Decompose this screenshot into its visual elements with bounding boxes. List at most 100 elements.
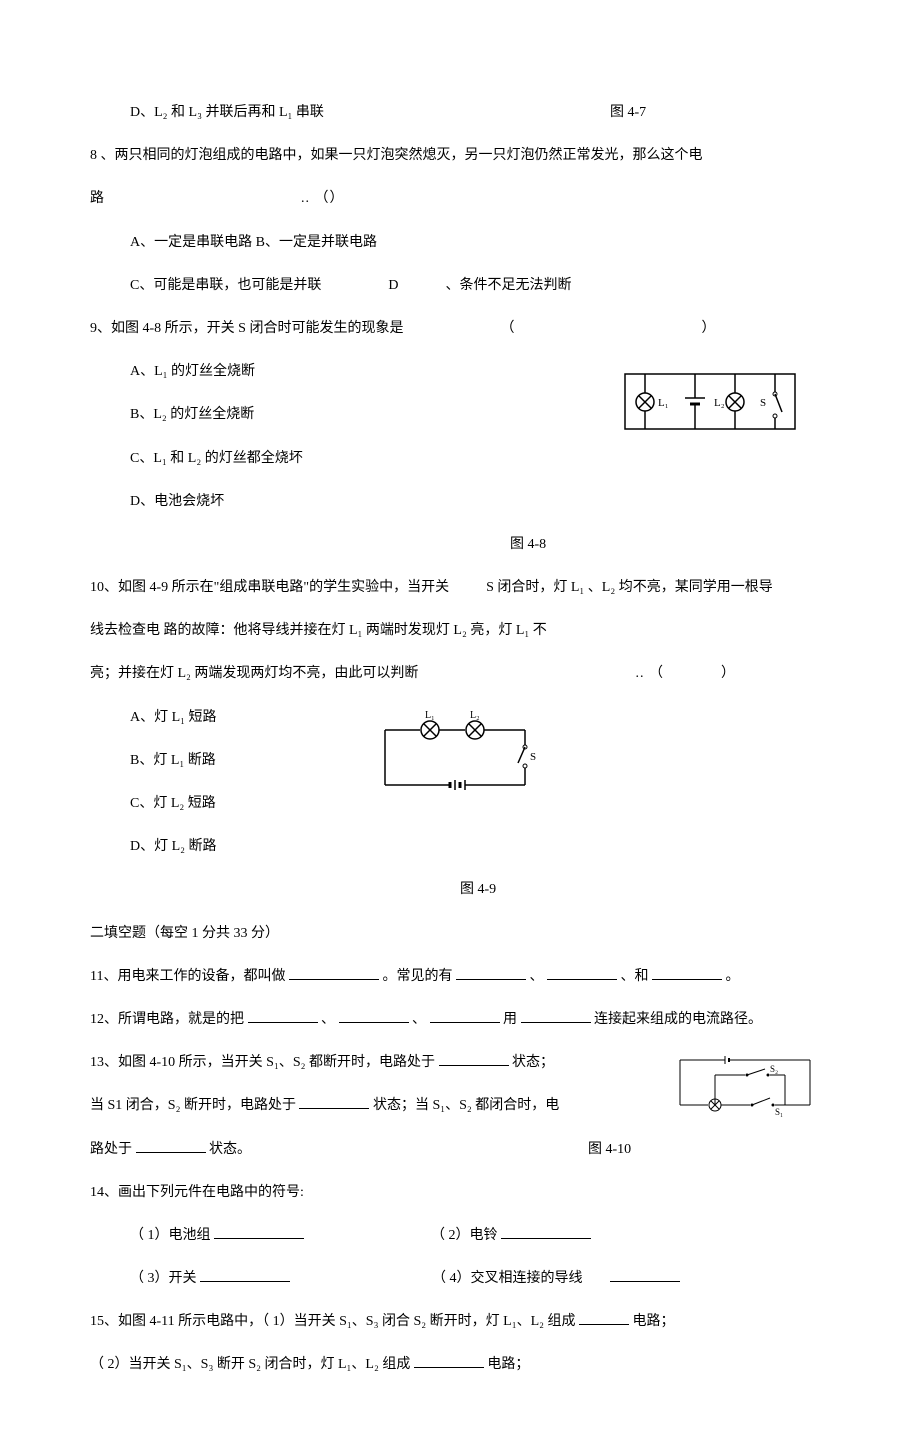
q11-blank2 [456,964,526,980]
q8-optCD: C、可能是串联，也可能是并联 D 、条件不足无法判断 [90,273,830,298]
q15-blank1 [579,1309,629,1325]
q11-b: 。常见的有 [382,969,452,984]
fig-4-7-label: 图 4-7 [610,100,646,125]
q14-p2: （ 2）电铃 [431,1228,501,1243]
q10-body: A、灯 L₁ 短路 B、灯 L₁ 断路 C、灯 L₂ 短路 D、灯 L₂ 断路 … [90,705,830,878]
fig410-S2-label: S₂ [770,1064,778,1074]
q9-optA: A、L₁ 的灯丝全烧断 [90,359,610,384]
q10-stem1b: S 闭合时，灯 L₁ 、L₂ 均不亮，某同学用一根导 [486,580,773,595]
q11-blank4 [652,964,722,980]
fig-4-10-circuit: S₂ S₁ [670,1050,820,1120]
q12-e: 连接起来组成的电流路径。 [594,1012,762,1027]
q11-blank1 [289,964,379,980]
fig-4-8-label: 图 4-8 [90,532,830,557]
q14-p4a: （ 4）交叉相连接的导线 [432,1271,583,1286]
q10-optD: D、灯 L₂ 断路 [90,834,370,859]
q11-c: 、 [529,969,543,984]
q8-stem-1: 8 、两只相同的灯泡组成的电路中，如果一只灯泡突然熄灭，另一只灯泡仍然正常发光，… [90,143,830,168]
q13-line2: 当 S1 闭合，S₂ 断开时，电路处于 状态；当 S₁、S₂ 都闭合时，电 [90,1093,670,1118]
q7-optD-row: D、L₂ 和 L₃ 并联后再和 L₁ 串联 图 4-7 [90,100,830,125]
q12-blank1 [248,1007,318,1023]
q13-row: 13、如图 4-10 所示，当开关 S₁、S₂ 都断开时，电路处于 状态； 当 … [90,1050,830,1180]
q14-blank4 [610,1266,680,1282]
q9-stem-paren-open: （ [500,321,514,336]
q15-blank2 [414,1352,484,1368]
q12-blank4 [521,1007,591,1023]
q12-blank3 [430,1007,500,1023]
fig-4-8-circuit: L₁ L₂ S [610,364,810,444]
q9-stem: 9、如图 4-8 所示，开关 S 闭合时可能发生的现象是 （ ） [90,316,830,341]
q14-blank3 [200,1266,290,1282]
q14-row1: （ 1）电池组 （ 2）电铃 [90,1223,830,1248]
q13-l1a: 13、如图 4-10 所示，当开关 S₁、S₂ 都断开时，电路处于 [90,1055,439,1070]
q13-l2b: 状态；当 S₁、S₂ 都闭合时，电 [373,1098,559,1113]
q14-blank2 [501,1223,591,1239]
q10-stem-1: 10、如图 4-9 所示在"组成串联电路"的学生实验中，当开关 S 闭合时，灯 … [90,575,830,600]
q15-l1b: 电路； [633,1314,675,1329]
q10-stem3a: 亮；并接在灯 L₂ 两端发现两灯均不亮，由此可以判断 [90,666,418,681]
q10-stem3b: .. （ [635,666,664,681]
q10-optA: A、灯 L₁ 短路 [90,705,370,730]
q10-stem3c: ） [721,666,735,681]
q15-l1a: 15、如图 4-11 所示电路中，（ 1）当开关 S₁、S₃ 闭合 S₂ 断开时… [90,1314,576,1329]
fig-4-9-circuit: L₁ L₂ S [370,710,550,800]
q13-blank2 [299,1093,369,1109]
q10-stem-3: 亮；并接在灯 L₂ 两端发现两灯均不亮，由此可以判断 .. （ ） [90,661,830,686]
q8-optA: A、一定是串联电路 B、一定是并联电路 [90,230,830,255]
q15-line1: 15、如图 4-11 所示电路中，（ 1）当开关 S₁、S₃ 闭合 S₂ 断开时… [90,1309,830,1334]
q9-optC: C、L₁ 和 L₂ 的灯丝都全烧坏 [90,446,610,471]
q13-line3: 路处于 状态。 图 4-10 [90,1137,670,1162]
q11-e: 。 [725,969,739,984]
fig-4-10-label: 图 4-10 [588,1142,631,1157]
q10-optB: B、灯 L₁ 断路 [90,748,370,773]
q13-l2a: 当 S1 闭合，S₂ 断开时，电路处于 [90,1098,299,1113]
q8-stem-2a: 路 [90,191,104,206]
fig-4-9-label: 图 4-9 [90,877,830,902]
q12-a: 12、所谓电路，就是的把 [90,1012,244,1027]
q13-blank1 [439,1050,509,1066]
q15-line2: （ 2）当开关 S₁、S₃ 断开 S₂ 闭合时，灯 L₁、L₂ 组成 电路； [90,1352,830,1377]
q13-l3a: 路处于 [90,1142,136,1157]
section-2-heading: 二填空题（每空 1 分共 33 分） [90,921,830,946]
q14-stem: 14、画出下列元件在电路中的符号: [90,1180,830,1205]
q15-l2b: 电路； [487,1357,529,1372]
q14-p1: （ 1）电池组 [130,1228,214,1243]
q8-stem-2b: .. （） [301,191,345,206]
q9-optD: D、电池会烧坏 [90,489,610,514]
q9-optB: B、L₂ 的灯丝全烧断 [90,402,610,427]
q14-row2: （ 3）开关 （ 4）交叉相连接的导线 [90,1266,830,1291]
fig48-L1-label: L₁ [658,397,669,409]
q13-blank3 [136,1137,206,1153]
q11-blank3 [547,964,617,980]
q10-stem1a: 10、如图 4-9 所示在"组成串联电路"的学生实验中，当开关 [90,580,449,595]
q8-optC: C、可能是串联，也可能是并联 [130,278,321,293]
q10-optC: C、灯 L₂ 短路 [90,791,370,816]
q9-stem-paren-close: ） [701,321,715,336]
q13-l3b: 状态。 [209,1142,251,1157]
q13-l1b: 状态； [512,1055,554,1070]
q9-body: A、L₁ 的灯丝全烧断 B、L₂ 的灯丝全烧断 C、L₁ 和 L₂ 的灯丝都全烧… [90,359,830,532]
q11-a: 11、用电来工作的设备，都叫做 [90,969,285,984]
fig49-S-label: S [530,751,536,763]
q12-blank2 [339,1007,409,1023]
q10-stem-2: 线去检查电 路的故障：他将导线并接在灯 L₁ 两端时发现灯 L₂ 亮，灯 L₁ … [90,618,830,643]
q9-stem-a: 9、如图 4-8 所示，开关 S 闭合时可能发生的现象是 [90,321,403,336]
q14-blank1 [214,1223,304,1239]
q12-b: 、 [321,1012,335,1027]
fig410-S1-label: S₁ [775,1107,783,1117]
q13-line1: 13、如图 4-10 所示，当开关 S₁、S₂ 都断开时，电路处于 状态； [90,1050,670,1075]
q8-stem-2: 路 .. （） [90,186,830,211]
q11-d: 、和 [620,969,648,984]
q12-d: 用 [503,1012,521,1027]
fig49-L1-label: L₁ [425,710,435,721]
fig49-L2-label: L₂ [470,710,480,721]
q12: 12、所谓电路，就是的把 、 、 用 连接起来组成的电流路径。 [90,1007,830,1032]
q15-l2a: （ 2）当开关 S₁、S₃ 断开 S₂ 闭合时，灯 L₁、L₂ 组成 [90,1357,410,1372]
q14-p3: （ 3）开关 [130,1271,200,1286]
q11: 11、用电来工作的设备，都叫做 。常见的有 、 、和 。 [90,964,830,989]
q12-c: 、 [412,1012,426,1027]
q7-optD: D、L₂ 和 L₃ 并联后再和 L₁ 串联 [90,105,324,120]
q8-optD-letter: D [388,278,398,293]
fig48-S-label: S [760,397,766,409]
q8-optD-text: 、条件不足无法判断 [445,278,571,293]
